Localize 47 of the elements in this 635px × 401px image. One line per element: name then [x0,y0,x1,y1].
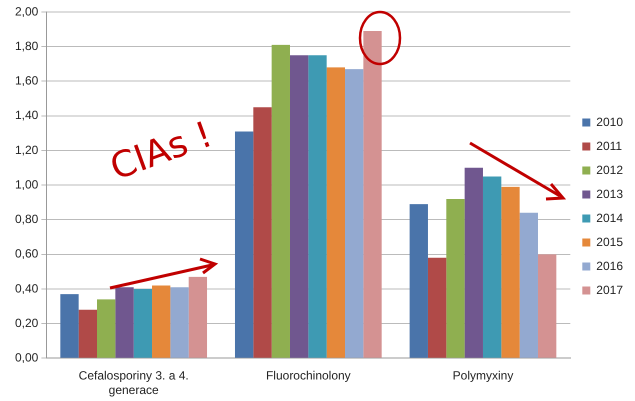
x-tick-label: Cefalosporiny 3. a 4. generace [78,368,189,398]
bar [410,204,428,358]
legend-label: 2013 [596,186,624,201]
y-tick-label: 0,60 [14,246,39,261]
bar [446,198,465,358]
legend-label: 2010 [596,114,624,129]
bar [115,287,134,358]
legend-label: 2014 [596,210,624,225]
legend-label: 2017 [596,282,624,297]
legend-label: 2015 [596,234,624,249]
bar [326,67,346,358]
bar [501,186,520,358]
bar [188,276,208,358]
legend-label: 2012 [596,162,624,177]
legend-label: 2011 [596,138,622,153]
y-tick-label: 0,40 [14,281,39,296]
bar [97,299,116,358]
y-tick-label: 0,20 [14,316,39,330]
x-tick-label: Polymyxiny [452,368,514,383]
bar [152,286,170,358]
y-tick-label: 1,20 [14,142,39,157]
y-tick-label: 0,80 [14,212,39,226]
y-tick-label: 2,00 [14,4,39,18]
y-tick-label: 0,00 [14,350,39,365]
bar [134,288,152,358]
bar [520,212,538,358]
bar [60,294,79,358]
annotation: CIAs ! [105,114,218,189]
bar [538,254,556,358]
legend-label: 2016 [596,258,624,273]
bar [290,55,308,358]
y-tick-label: 1,40 [14,108,39,122]
y-tick-label: 1,00 [14,177,39,192]
bar [234,131,254,358]
y-tick-label: 1,60 [14,74,39,88]
bar [345,69,364,358]
bar [363,31,382,358]
x-tick-label: Fluorochinolony [266,368,351,383]
bar [482,176,502,358]
bar [170,287,189,358]
bar [464,168,483,358]
bar [428,258,446,358]
bar [272,44,290,358]
bar [308,55,327,358]
bar [78,310,98,358]
bar [253,107,272,358]
y-tick-label: 1,80 [14,38,39,53]
